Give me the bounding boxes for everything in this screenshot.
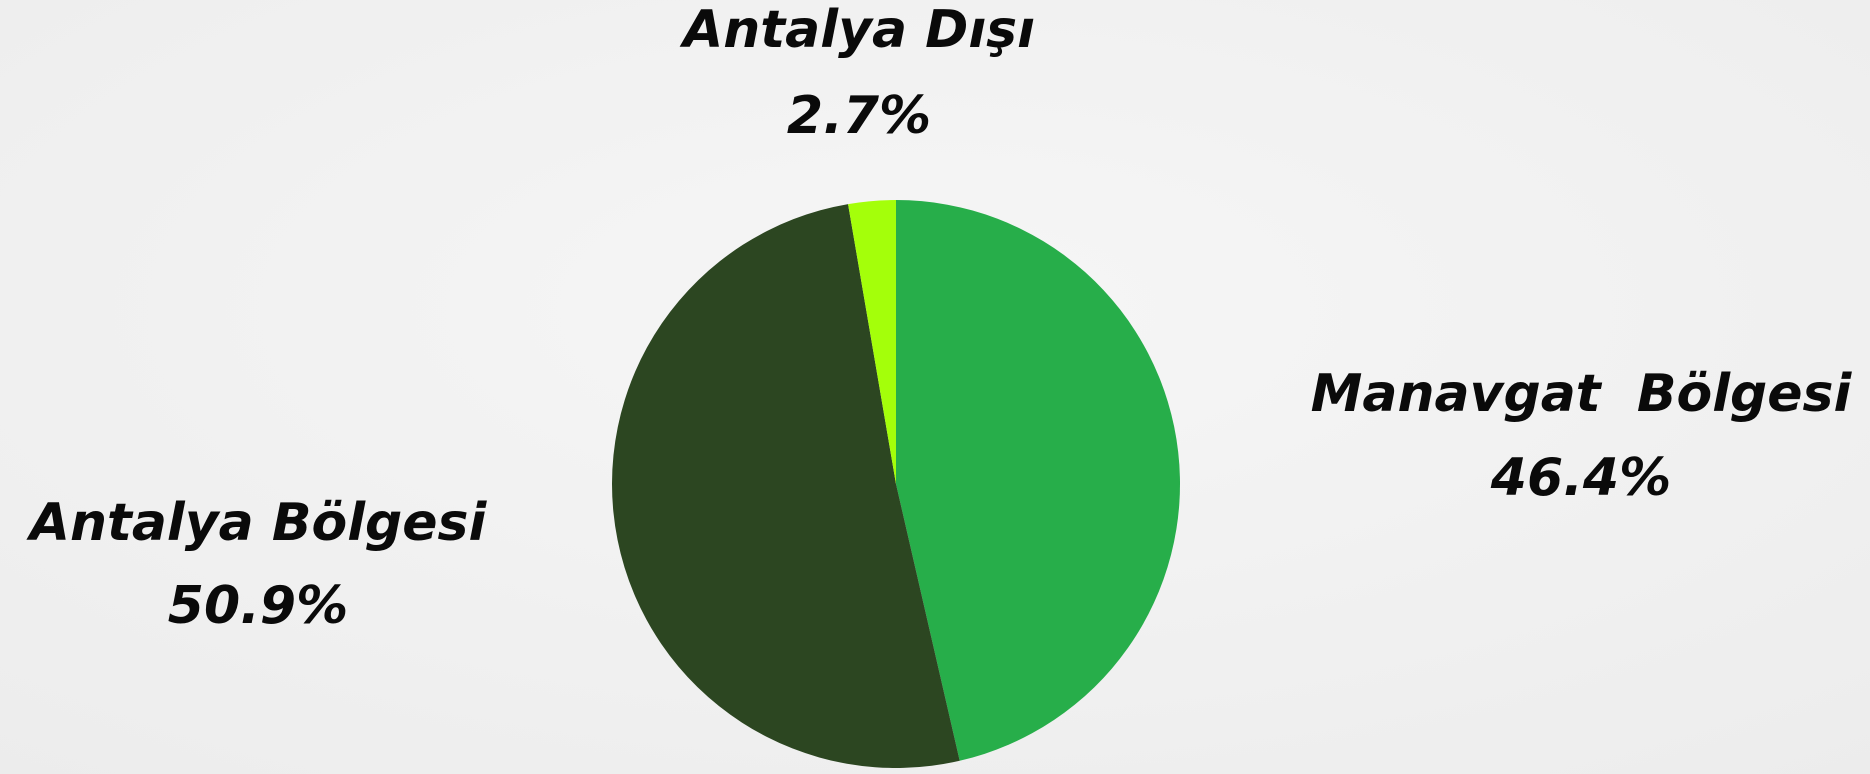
slice-label: Manavgat Bölgesi — [1311, 364, 1853, 424]
pie-slice — [848, 200, 896, 484]
pie-slice — [611, 204, 960, 769]
slice-value-label: 46.4% — [1490, 448, 1671, 508]
slice-label: Antalya Dışı — [679, 0, 1035, 60]
pie-slice — [896, 200, 1181, 761]
slice-value-label: 50.9% — [168, 576, 348, 636]
slice-value-label: 2.7% — [787, 86, 931, 146]
slice-label: Antalya Bölgesi — [26, 493, 488, 553]
